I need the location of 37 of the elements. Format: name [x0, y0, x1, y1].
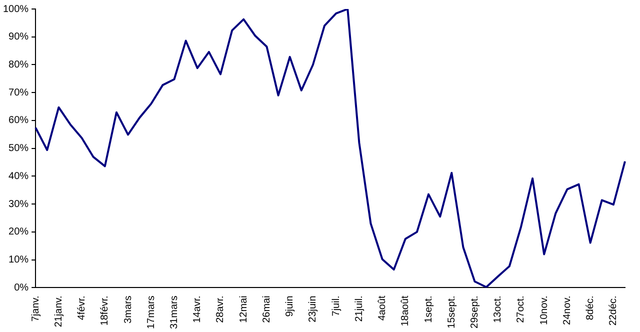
- x-tick-label: 3mars: [122, 296, 134, 324]
- x-tick-label: 22déc.: [608, 296, 620, 326]
- y-tick-label: 90%: [8, 32, 29, 43]
- y-tick-label: 20%: [8, 226, 29, 238]
- x-tick-label: 31mars: [169, 296, 180, 330]
- x-tick-label: 28avr.: [215, 296, 226, 323]
- x-tick-label: 21janv.: [53, 296, 64, 328]
- y-tick-label: 60%: [8, 115, 29, 126]
- x-tick-label: 7juil.: [330, 296, 342, 316]
- x-tick-label: 17mars: [146, 296, 157, 330]
- x-tick-label: 21juil.: [354, 296, 365, 322]
- x-tick-label: 4août: [377, 295, 388, 321]
- y-tick-label: 100%: [3, 4, 29, 15]
- y-tick-label: 10%: [8, 254, 29, 266]
- x-tick-label: 4févr.: [76, 296, 88, 320]
- x-tick-label: 9juin: [284, 296, 296, 317]
- x-tick-label: 1sept.: [423, 296, 434, 323]
- x-tick-label: 18août: [400, 295, 412, 326]
- x-tick-label: 13oct.: [492, 296, 504, 323]
- x-tick-label: 27oct.: [516, 296, 527, 323]
- y-tick-label: 0%: [14, 282, 29, 294]
- x-tick-label: 18févr.: [100, 296, 111, 326]
- x-tick-label: 12mai: [238, 296, 250, 323]
- x-tick-label: 29sept.: [470, 296, 481, 328]
- y-tick-label: 80%: [8, 59, 29, 70]
- x-tick-label: 14avr.: [192, 296, 204, 323]
- x-tick-label: 26mai: [261, 296, 272, 323]
- x-tick-label: 10nov.: [538, 296, 550, 325]
- y-tick-label: 30%: [8, 198, 29, 210]
- x-tick-label: 24nov.: [562, 296, 573, 325]
- x-tick-label: 15sept.: [446, 296, 458, 328]
- y-tick-label: 40%: [8, 170, 29, 182]
- y-tick-label: 70%: [8, 87, 29, 98]
- x-tick-label: 23juin: [308, 296, 319, 322]
- y-tick-label: 50%: [8, 143, 29, 154]
- x-tick-label: 7janv.: [30, 296, 42, 322]
- x-tick-label: 8déc.: [585, 296, 596, 320]
